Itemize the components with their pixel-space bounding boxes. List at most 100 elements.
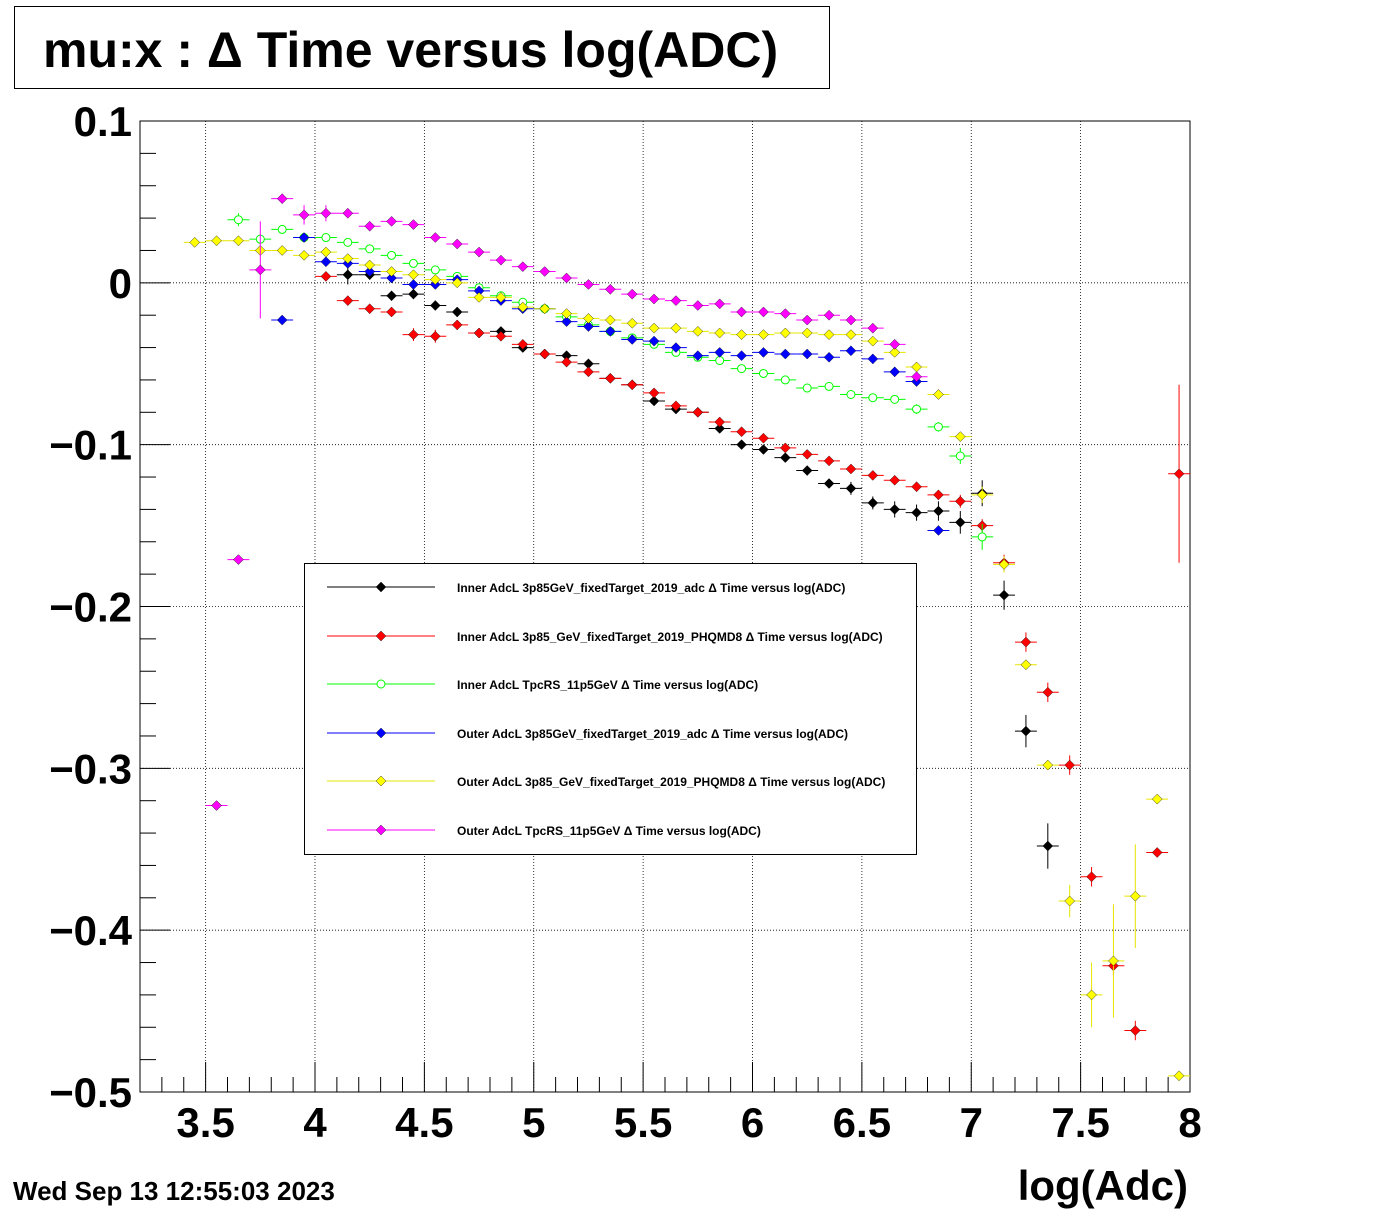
data-point bbox=[911, 481, 922, 493]
legend-entry: Inner AdcL 3p85_GeV_fixedTarget_2019_PHQ… bbox=[305, 623, 916, 653]
data-point bbox=[605, 314, 616, 326]
data-series bbox=[183, 193, 1190, 1082]
series-2 bbox=[315, 271, 1190, 1041]
data-point bbox=[976, 489, 988, 501]
data-point bbox=[495, 254, 507, 266]
data-point bbox=[933, 505, 944, 517]
data-point bbox=[343, 237, 353, 247]
data-point bbox=[626, 334, 638, 345]
data-point bbox=[1130, 1025, 1141, 1036]
data-point bbox=[473, 246, 485, 258]
data-point bbox=[1064, 895, 1075, 907]
data-point bbox=[648, 322, 660, 334]
data-point bbox=[845, 345, 857, 357]
data-point bbox=[889, 339, 900, 350]
data-point bbox=[737, 364, 747, 374]
data-point bbox=[386, 216, 397, 227]
data-point bbox=[342, 269, 354, 281]
data-point bbox=[867, 497, 879, 509]
legend-entry: Inner AdcL 3p85GeV_fixedTarget_2019_adc … bbox=[305, 574, 916, 604]
legend-label: Outer AdcL 3p85_GeV_fixedTarget_2019_PHQ… bbox=[457, 775, 886, 790]
data-point bbox=[364, 266, 375, 277]
data-point bbox=[583, 279, 594, 290]
data-point bbox=[320, 256, 332, 268]
legend-symbol bbox=[375, 630, 387, 641]
data-point bbox=[714, 327, 725, 339]
legend-entry: Inner AdcL TpcRS_11p5GeV Δ Time versus l… bbox=[305, 671, 916, 701]
data-point bbox=[889, 504, 900, 515]
data-point bbox=[868, 393, 878, 403]
x-tick-label: 5.5 bbox=[614, 1099, 672, 1146]
data-point bbox=[933, 389, 944, 400]
y-tick-label: −0.4 bbox=[49, 907, 133, 954]
data-point bbox=[386, 272, 397, 284]
data-point bbox=[583, 321, 594, 332]
data-point bbox=[1020, 636, 1032, 648]
data-point bbox=[736, 426, 747, 438]
legend-label: Inner AdcL 3p85_GeV_fixedTarget_2019_PHQ… bbox=[457, 629, 883, 644]
data-point bbox=[517, 301, 529, 313]
data-point bbox=[845, 463, 857, 475]
data-point bbox=[692, 350, 704, 361]
data-point bbox=[933, 525, 944, 536]
data-point bbox=[911, 361, 922, 373]
data-point bbox=[277, 224, 287, 234]
legend-entry: Outer AdcL 3p85_GeV_fixedTarget_2019_PHQ… bbox=[305, 768, 916, 798]
data-point bbox=[1020, 725, 1032, 737]
x-tick-label: 7.5 bbox=[1051, 1099, 1109, 1146]
data-point bbox=[823, 351, 835, 363]
data-point bbox=[473, 292, 485, 303]
legend-label: Inner AdcL 3p85GeV_fixedTarget_2019_adc … bbox=[457, 581, 846, 595]
data-point bbox=[998, 589, 1010, 601]
data-point bbox=[451, 319, 463, 331]
data-point bbox=[780, 375, 790, 385]
data-point bbox=[276, 245, 288, 256]
legend: Inner AdcL 3p85GeV_fixedTarget_2019_adc … bbox=[304, 563, 917, 855]
data-point bbox=[495, 292, 507, 303]
data-point bbox=[911, 507, 922, 518]
x-tick-label: 3.5 bbox=[176, 1099, 234, 1146]
data-point bbox=[758, 368, 768, 378]
data-point bbox=[408, 279, 419, 290]
y-tick-label: 0 bbox=[109, 260, 132, 307]
data-point bbox=[561, 272, 572, 284]
data-point bbox=[583, 366, 594, 378]
data-point bbox=[933, 489, 944, 501]
data-point bbox=[298, 232, 310, 243]
data-point bbox=[736, 350, 747, 361]
data-point bbox=[211, 235, 222, 247]
data-point bbox=[780, 442, 791, 454]
data-point bbox=[955, 517, 966, 528]
data-point bbox=[233, 235, 244, 247]
data-point bbox=[539, 303, 550, 315]
data-point bbox=[255, 264, 266, 276]
data-point bbox=[386, 306, 397, 318]
y-tick-label: −0.5 bbox=[49, 1069, 132, 1116]
data-point bbox=[823, 309, 835, 321]
timestamp: Wed Sep 13 12:55:03 2023 bbox=[13, 1176, 335, 1206]
data-point bbox=[626, 288, 638, 300]
data-point bbox=[342, 295, 354, 306]
data-point bbox=[517, 339, 529, 350]
data-point bbox=[561, 308, 572, 319]
legend-marker bbox=[327, 824, 435, 836]
data-point bbox=[321, 233, 331, 243]
data-point bbox=[408, 329, 419, 340]
data-point bbox=[758, 444, 769, 455]
data-point bbox=[802, 383, 812, 393]
data-point bbox=[845, 483, 857, 494]
data-point bbox=[276, 314, 288, 326]
data-point bbox=[320, 246, 332, 258]
legend-symbol bbox=[375, 581, 387, 593]
data-point bbox=[648, 387, 660, 399]
data-point bbox=[670, 342, 682, 353]
legend-symbol bbox=[375, 776, 387, 787]
data-point bbox=[189, 237, 200, 248]
data-point bbox=[801, 449, 813, 460]
data-point bbox=[386, 290, 397, 302]
data-point bbox=[801, 327, 813, 339]
data-point bbox=[846, 389, 856, 399]
data-point bbox=[692, 326, 704, 337]
legend-entry: Outer AdcL TpcRS_11p5GeV Δ Time versus l… bbox=[305, 817, 916, 847]
